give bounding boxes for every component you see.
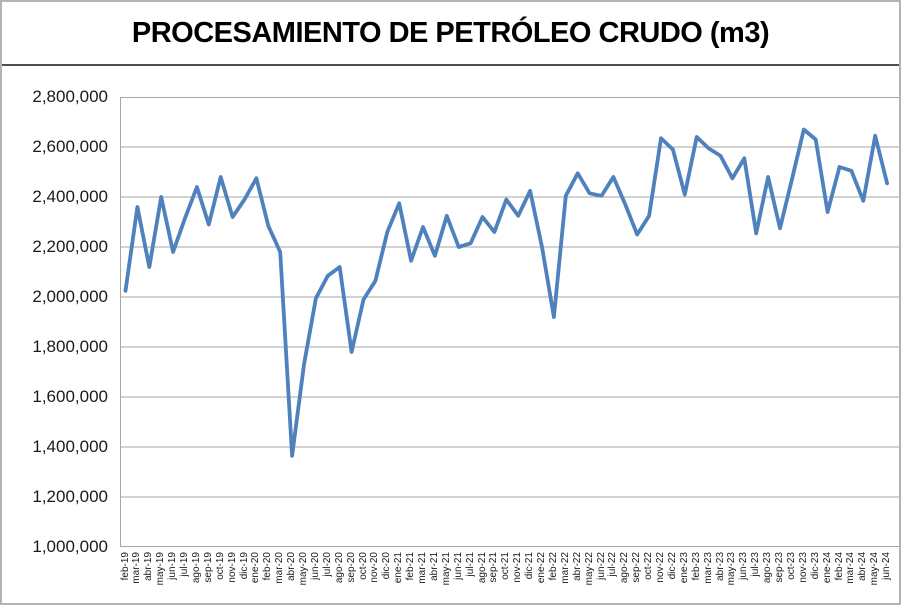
x-tick-label: jun-19	[167, 552, 179, 580]
x-tick-label: ene-20	[250, 552, 262, 584]
x-tick-label: abr-20	[286, 552, 298, 581]
x-tick-label: dic-19	[238, 552, 250, 580]
x-tick-label: nov-20	[369, 552, 381, 583]
x-tick-label: jun-23	[738, 552, 750, 580]
x-tick-label: feb-20	[262, 552, 274, 581]
chart-title: PROCESAMIENTO DE PETRÓLEO CRUDO (m3)	[2, 2, 899, 66]
x-tick-label: feb-22	[547, 552, 559, 581]
x-tick-label: jul-22	[607, 552, 619, 577]
x-tick-label: dic-23	[809, 552, 821, 580]
y-tick-label: 2,600,000	[32, 137, 108, 156]
x-tick-label: ago-20	[333, 552, 345, 584]
x-tick-label: jul-19	[179, 552, 190, 577]
line-chart-plot-area	[120, 97, 899, 547]
x-tick-label: may-19	[155, 552, 167, 586]
x-tick-label: ene-22	[536, 552, 547, 584]
x-tick-label: feb-19	[119, 552, 131, 581]
x-tick-label: oct-19	[214, 552, 226, 580]
y-tick-label: 2,800,000	[32, 87, 108, 106]
x-tick-label: sep-21	[488, 552, 500, 583]
x-tick-label: oct-21	[500, 552, 512, 580]
x-tick-label: nov-19	[226, 552, 238, 583]
x-tick-label: jun-24	[881, 552, 893, 580]
x-tick-label: oct-22	[643, 552, 655, 580]
y-tick-label: 1,600,000	[32, 387, 108, 406]
x-tick-label: ene-23	[678, 552, 690, 584]
x-tick-label: sep-19	[202, 552, 214, 583]
x-tick-label: may-21	[440, 552, 452, 586]
x-tick-label: oct-20	[357, 552, 369, 580]
x-tick-label: may-24	[869, 552, 881, 586]
x-tick-label: dic-22	[666, 552, 678, 580]
x-tick-label: feb-23	[690, 552, 702, 581]
x-tick-label: jul-21	[464, 552, 476, 577]
x-tick-label: jun-21	[452, 552, 464, 580]
x-tick-label: dic-21	[524, 552, 536, 580]
x-tick-label: sep-22	[631, 552, 643, 583]
x-tick-label: may-23	[726, 552, 738, 586]
x-tick-label: jul-23	[750, 552, 762, 577]
x-tick-label: may-20	[298, 552, 309, 586]
x-tick-label: mar-22	[559, 552, 571, 584]
x-tick-label: ago-22	[619, 552, 631, 584]
x-tick-label: sep-23	[774, 552, 785, 583]
x-tick-label: ago-23	[762, 552, 774, 584]
x-tick-label: abr-24	[857, 552, 869, 581]
x-tick-label: abr-22	[571, 552, 583, 581]
x-tick-label: feb-21	[405, 552, 417, 581]
x-tick-label: mar-23	[702, 552, 714, 584]
x-tick-label: mar-20	[274, 552, 286, 584]
x-tick-label: ago-21	[476, 552, 488, 584]
y-tick-label: 1,800,000	[32, 337, 108, 356]
x-tick-label: sep-20	[345, 552, 357, 583]
x-tick-label: ene-21	[393, 552, 405, 584]
x-tick-label: jul-20	[321, 552, 333, 577]
y-tick-label: 1,000,000	[32, 537, 108, 556]
x-tick-label: may-22	[583, 552, 595, 586]
y-tick-label: 2,000,000	[32, 287, 108, 306]
x-tick-label: nov-21	[512, 552, 524, 583]
x-tick-label: dic-20	[381, 552, 393, 580]
x-tick-label: oct-23	[785, 552, 797, 580]
y-tick-label: 1,200,000	[32, 487, 108, 506]
x-tick-label: nov-23	[797, 552, 809, 583]
y-tick-label: 1,400,000	[32, 437, 108, 456]
y-tick-label: 2,200,000	[32, 237, 108, 256]
y-tick-label: 2,400,000	[32, 187, 108, 206]
x-tick-label: jun-22	[595, 552, 607, 580]
x-tick-label: mar-21	[417, 552, 428, 584]
x-tick-label: nov-22	[655, 552, 666, 583]
x-tick-label: ago-19	[190, 552, 202, 584]
x-tick-label: feb-24	[833, 552, 845, 581]
x-tick-label: mar-19	[131, 552, 143, 584]
x-tick-label: abr-19	[143, 552, 155, 581]
x-tick-label: jun-20	[309, 552, 321, 580]
x-tick-label: abr-23	[714, 552, 726, 581]
x-tick-label: mar-24	[845, 552, 857, 584]
x-tick-label: abr-21	[428, 552, 440, 581]
x-tick-label: ene-24	[821, 552, 833, 584]
